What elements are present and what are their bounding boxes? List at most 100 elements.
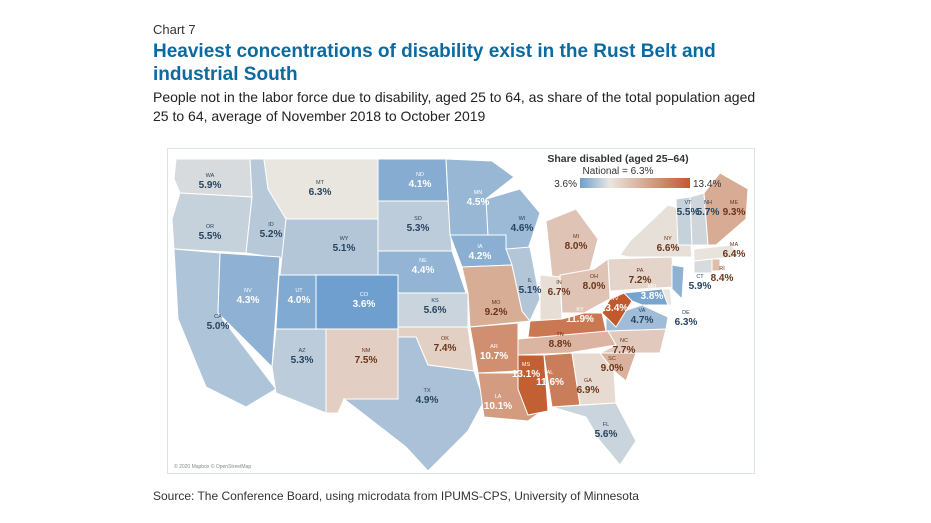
state-value-ct: 5.9%	[689, 281, 712, 292]
state-value-nv: 4.3%	[237, 295, 260, 306]
state-abbr-de: DE	[682, 310, 690, 316]
state-value-ny: 6.6%	[657, 243, 680, 254]
state-abbr-in: IN	[556, 280, 562, 286]
state-abbr-ct: CT	[696, 274, 704, 280]
state-ms[interactable]	[517, 354, 549, 416]
state-ga[interactable]	[571, 352, 617, 406]
state-me[interactable]	[703, 172, 749, 246]
state-or[interactable]	[171, 192, 253, 254]
state-abbr-or: OR	[206, 224, 214, 230]
state-value-ca: 5.0%	[207, 321, 230, 332]
state-abbr-al: AL	[547, 370, 554, 376]
state-value-tn: 8.8%	[549, 339, 572, 350]
state-value-vt: 5.5%	[677, 207, 700, 218]
state-value-ar: 10.7%	[480, 351, 508, 362]
state-abbr-mn: MN	[474, 190, 483, 196]
state-value-ri: 8.4%	[711, 273, 734, 284]
state-value-sd: 5.3%	[407, 223, 430, 234]
state-fl[interactable]	[551, 402, 637, 466]
state-abbr-wv: WV	[610, 296, 619, 302]
state-value-wy: 5.1%	[333, 243, 356, 254]
state-abbr-ut: UT	[295, 288, 303, 294]
state-abbr-ia: IA	[477, 244, 483, 250]
state-value-mt: 6.3%	[309, 187, 332, 198]
state-md[interactable]	[622, 288, 669, 306]
state-value-ia: 4.2%	[469, 251, 492, 262]
state-mi[interactable]	[545, 208, 599, 278]
state-abbr-wa: WA	[206, 173, 215, 179]
state-value-ok: 7.4%	[434, 343, 457, 354]
state-abbr-oh: OH	[590, 274, 598, 280]
map-panel[interactable]: WA 5.9% OR 5.5% CA 5.0% ID 5.2% NV 4.3% MT 6.3% WY 5.…	[167, 148, 755, 474]
state-abbr-ky: KY	[576, 307, 584, 313]
state-value-fl: 5.6%	[595, 429, 618, 440]
state-abbr-nm: NM	[362, 348, 371, 354]
state-abbr-ny: NY	[664, 236, 672, 242]
state-abbr-co: CO	[360, 292, 369, 298]
map-attribution: © 2020 Mapbox © OpenStreetMap	[174, 463, 251, 470]
state-value-de: 6.3%	[675, 317, 698, 328]
state-value-me: 9.3%	[723, 207, 746, 218]
state-value-va: 4.7%	[631, 315, 654, 326]
state-tx[interactable]	[342, 336, 485, 472]
state-abbr-wi: WI	[519, 216, 526, 222]
state-value-ks: 5.6%	[424, 305, 447, 316]
state-value-nj: 4.3%	[675, 299, 698, 310]
state-abbr-ar: AR	[490, 344, 498, 350]
state-value-co: 3.6%	[353, 299, 376, 310]
chart-number: Chart 7	[153, 22, 196, 37]
state-abbr-ri: RI	[719, 266, 725, 272]
state-value-ut: 4.0%	[288, 295, 311, 306]
state-abbr-mi: MI	[573, 234, 580, 240]
state-value-ms: 13.1%	[512, 369, 540, 380]
legend-color-ramp	[580, 178, 690, 188]
state-abbr-il: IL	[528, 278, 533, 284]
state-abbr-az: AZ	[298, 348, 306, 354]
state-abbr-nc: NC	[620, 338, 628, 344]
state-abbr-id: ID	[268, 222, 274, 228]
state-value-oh: 8.0%	[583, 281, 606, 292]
state-abbr-me: ME	[730, 200, 739, 206]
state-value-id: 5.2%	[260, 229, 283, 240]
state-abbr-ne: NE	[419, 258, 427, 264]
state-ar[interactable]	[469, 322, 519, 374]
state-abbr-nd: ND	[416, 172, 424, 178]
state-nj[interactable]	[671, 264, 685, 301]
state-value-az: 5.3%	[291, 355, 314, 366]
state-value-mn: 4.5%	[467, 197, 490, 208]
state-value-tx: 4.9%	[416, 395, 439, 406]
legend-max-label: 13.4%	[693, 179, 721, 190]
state-abbr-sc: SC	[608, 356, 616, 362]
state-value-al: 11.6%	[536, 377, 564, 388]
state-abbr-ma: MA	[730, 242, 739, 248]
state-wy[interactable]	[279, 218, 379, 276]
state-value-ma: 6.4%	[723, 249, 746, 260]
state-value-sc: 9.0%	[601, 363, 624, 374]
state-value-la: 10.1%	[484, 401, 512, 412]
state-value-nc: 7.7%	[613, 345, 636, 356]
labels-layer: WA5.9%OR5.5%CA5.0%ID5.2%NV4.3%MT6.3%WY5.…	[199, 172, 746, 440]
state-abbr-la: LA	[495, 394, 502, 400]
state-tn[interactable]	[517, 330, 617, 356]
state-abbr-md: MD	[648, 284, 657, 290]
state-value-in: 6.7%	[548, 287, 571, 298]
state-abbr-nj: NJ	[683, 292, 690, 298]
state-value-wa: 5.9%	[199, 180, 222, 191]
state-abbr-wy: WY	[340, 236, 349, 242]
chart-title: Heaviest concentrations of disability ex…	[153, 41, 716, 85]
legend: Share disabled (aged 25–64) National = 6…	[547, 153, 721, 190]
state-de[interactable]	[661, 288, 673, 306]
state-value-pa: 7.2%	[629, 275, 652, 286]
state-value-wv: 13.4%	[600, 303, 628, 314]
state-abbr-va: VA	[639, 308, 646, 314]
state-value-nd: 4.1%	[409, 179, 432, 190]
state-value-ne: 4.4%	[412, 265, 435, 276]
state-abbr-ok: OK	[441, 336, 449, 342]
state-abbr-ga: GA	[584, 378, 592, 384]
state-value-nh: 5.7%	[697, 207, 720, 218]
state-ma[interactable]	[693, 244, 739, 262]
state-abbr-ca: CA	[214, 314, 222, 320]
state-value-nm: 7.5%	[355, 355, 378, 366]
state-abbr-mo: MO	[492, 300, 502, 306]
states-layer	[171, 158, 749, 472]
